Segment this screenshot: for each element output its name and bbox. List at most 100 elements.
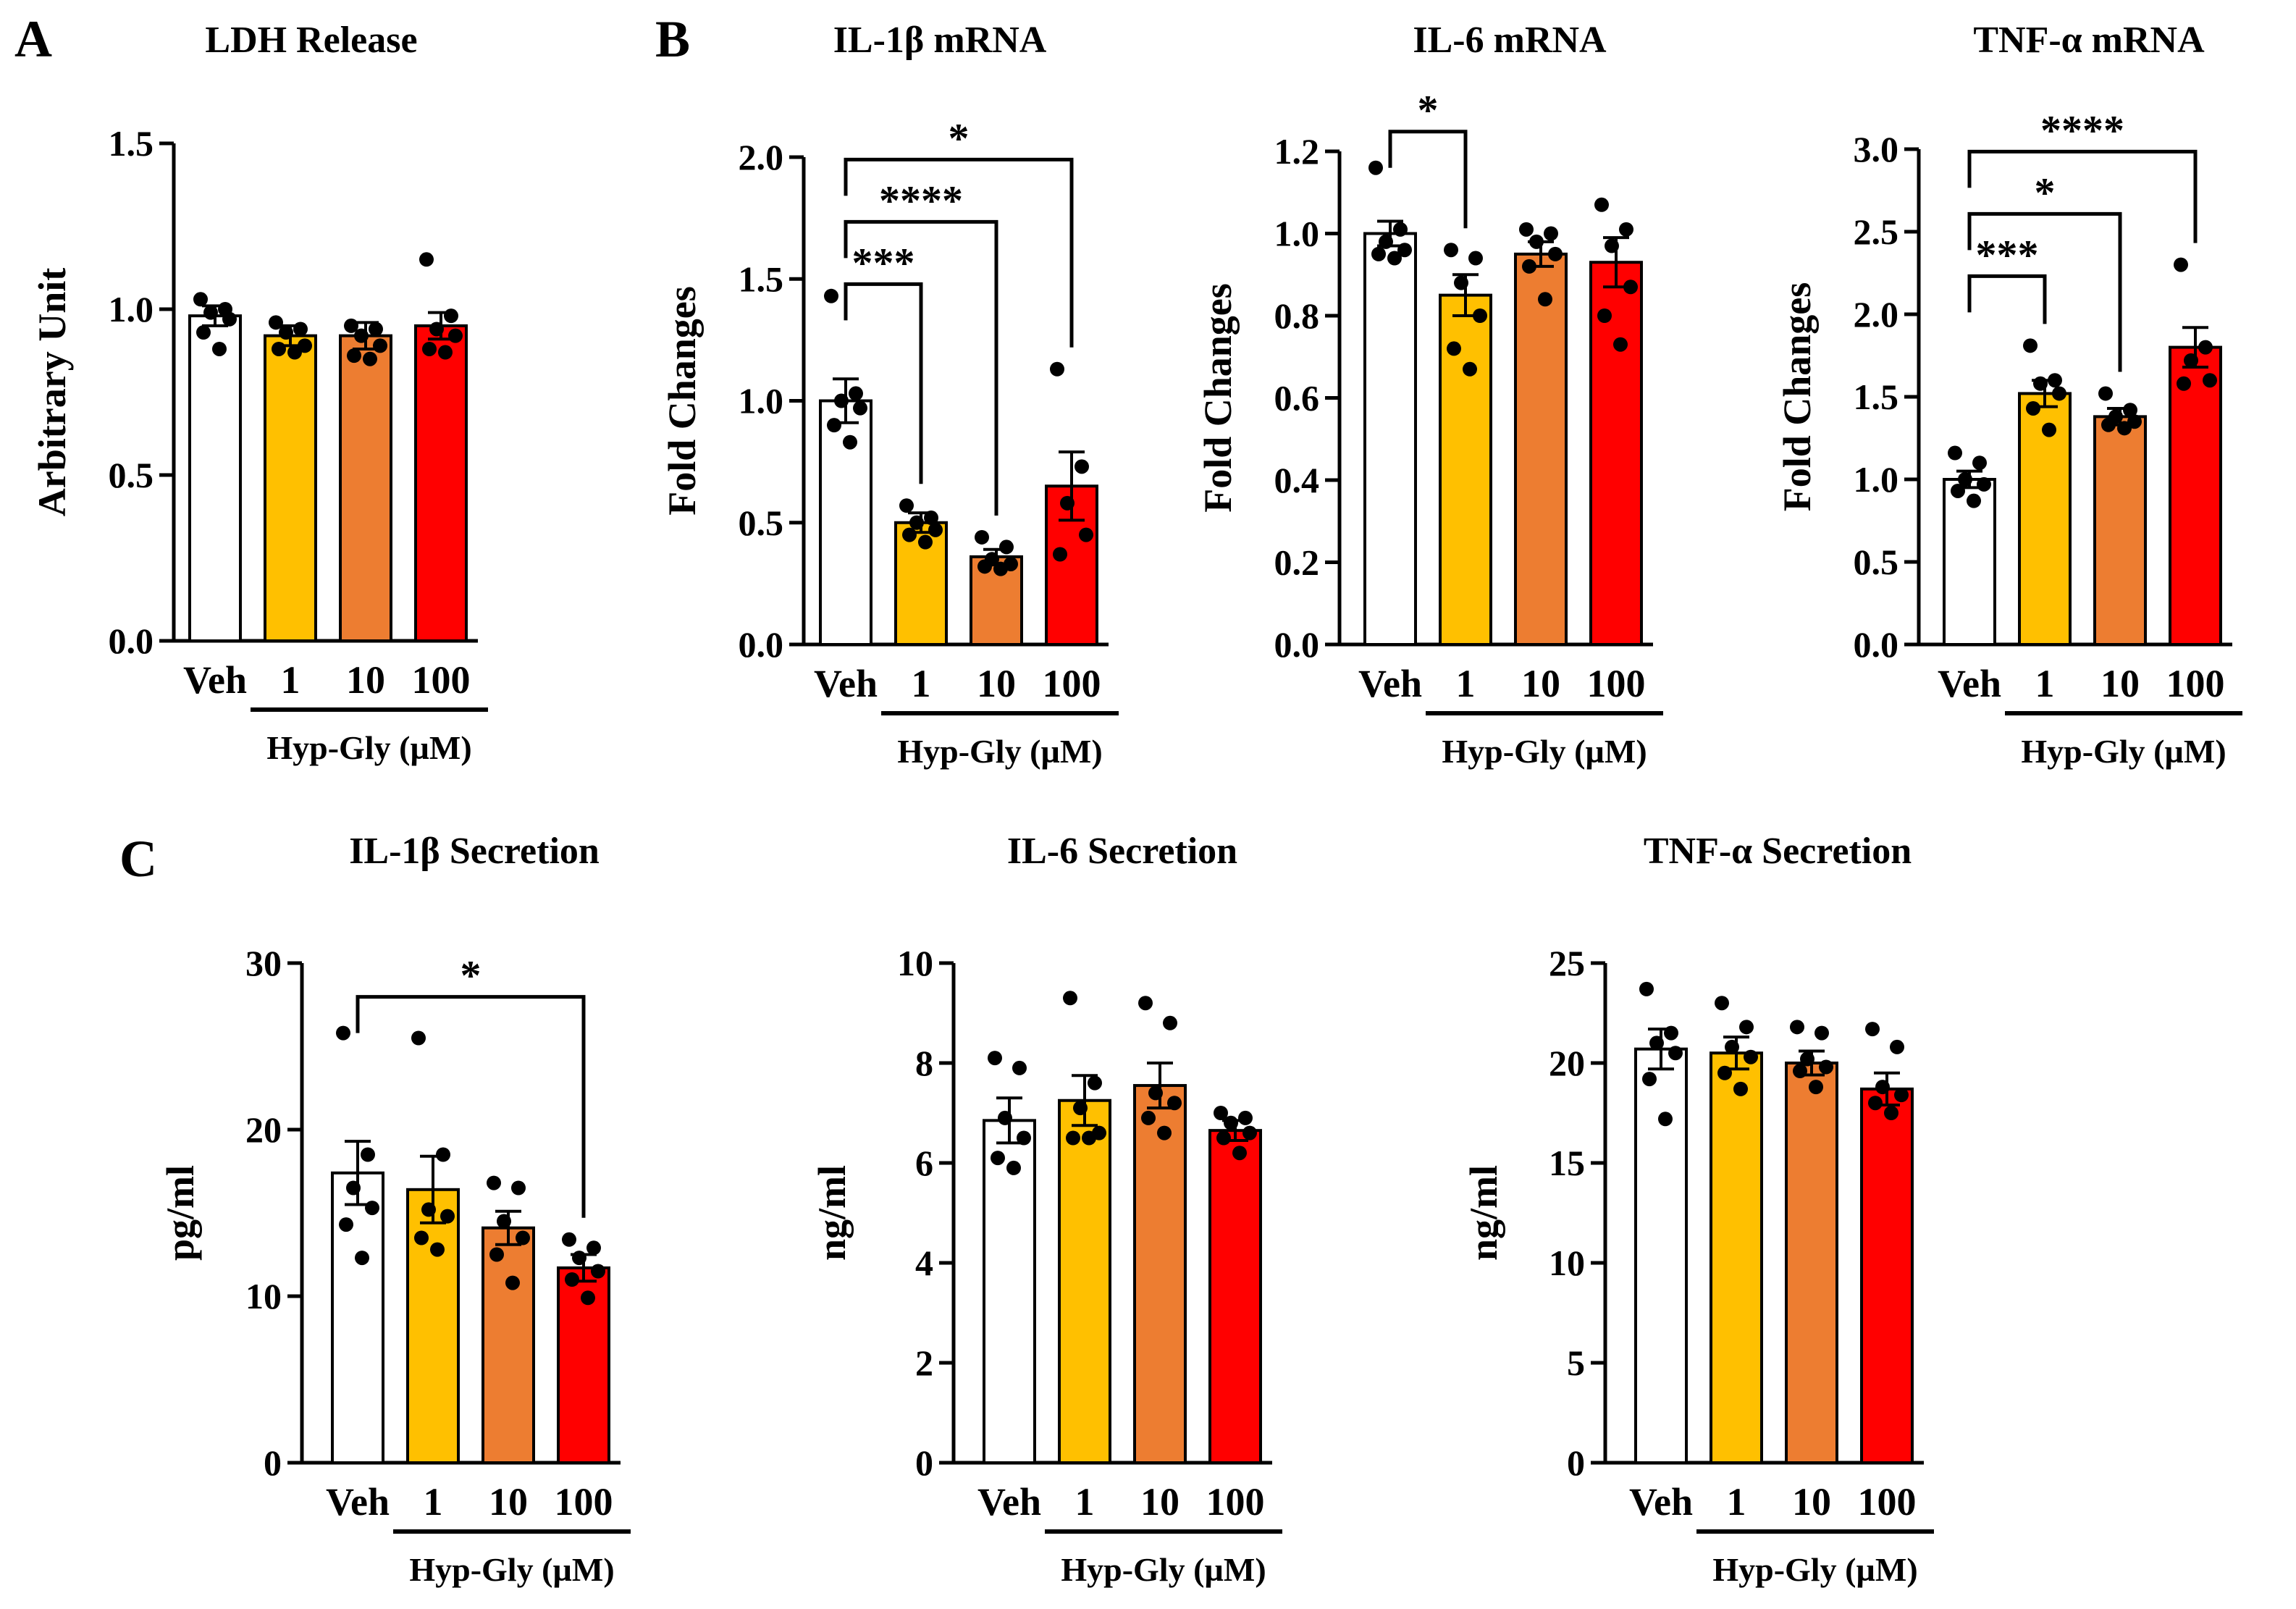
data-point (1594, 198, 1609, 212)
y-tick-label: 2.5 (1854, 211, 1899, 252)
bar-1 (408, 1190, 458, 1463)
data-point (497, 1214, 511, 1229)
bar-10 (340, 336, 391, 641)
data-point (991, 1151, 1005, 1165)
y-tick-label: 1.0 (1854, 459, 1899, 500)
data-point (279, 325, 293, 340)
data-point (565, 1272, 579, 1287)
significance-bracket (1390, 132, 1466, 229)
significance-bracket (358, 997, 584, 1218)
data-point (1884, 1106, 1898, 1120)
data-point (1814, 1026, 1829, 1041)
data-point (336, 1026, 350, 1041)
data-point (1544, 227, 1558, 241)
bar-Veh (1365, 234, 1416, 645)
y-tick-label: 10 (245, 1276, 282, 1316)
data-point (591, 1264, 605, 1279)
y-tick-label: 0 (264, 1442, 282, 1483)
data-point (853, 401, 867, 416)
significance-label: *** (852, 239, 915, 286)
data-point (1017, 1131, 1031, 1146)
data-point (849, 386, 863, 400)
data-point (993, 562, 1008, 576)
y-tick-label: 0.2 (1274, 542, 1320, 583)
data-point (440, 1209, 455, 1224)
data-point (1865, 1022, 1880, 1036)
data-point (1371, 247, 1386, 261)
data-point (1668, 1046, 1683, 1060)
data-point (2042, 423, 2056, 437)
bar-Veh (1636, 1049, 1686, 1463)
y-tick-label: 2.0 (1854, 294, 1899, 335)
bar-10 (1135, 1085, 1185, 1463)
data-point (1379, 235, 1393, 249)
bar-100 (1591, 262, 1641, 644)
significance-label: * (1418, 87, 1439, 134)
group-label: Hyp-Gly (µM) (409, 1551, 614, 1588)
data-point (1522, 259, 1536, 274)
data-point (1473, 308, 1487, 323)
y-tick-label: 3.0 (1854, 129, 1899, 169)
x-tick-label: Veh (183, 658, 247, 702)
significance-label: **** (879, 177, 963, 224)
data-point (1232, 1146, 1247, 1160)
group-label: Hyp-Gly (µM) (1061, 1551, 1266, 1588)
figure: A B C LDH ReleaseArbitrary Unit0.00.51.0… (0, 0, 2296, 1609)
data-point (487, 1176, 501, 1190)
data-point (511, 1181, 526, 1196)
x-tick-label: 1 (912, 662, 931, 705)
data-point (2033, 377, 2048, 391)
data-point (1463, 362, 1477, 377)
chart-5: IL-1β Secretion pg/ml 0 10 20 30 Veh 1 10 100 Hyp-… (159, 831, 631, 1588)
y-tick-label: 8 (915, 1043, 933, 1083)
group-label: Hyp-Gly (µM) (897, 733, 1102, 770)
x-tick-label: 1 (1075, 1480, 1095, 1524)
data-point (1138, 996, 1153, 1010)
y-tick-label: 6 (915, 1143, 933, 1183)
data-point (419, 252, 434, 266)
data-point (411, 1031, 426, 1046)
data-point (212, 342, 227, 356)
x-tick-label: 100 (1206, 1480, 1265, 1524)
data-point (436, 1148, 450, 1162)
x-tick-label: 10 (2101, 662, 2140, 705)
panel-label-c: C (119, 830, 157, 888)
data-point (1967, 494, 1981, 508)
data-point (1519, 222, 1534, 237)
data-point (928, 523, 943, 537)
data-point (203, 306, 218, 320)
data-point (824, 289, 838, 303)
data-point (196, 325, 211, 340)
chart-4: TNF-α mRNA Fold Changes 0.0 0.5 1.0 1.5 2.0 2.5… (1775, 20, 2242, 770)
x-tick-label: Veh (977, 1480, 1041, 1524)
data-point (1393, 222, 1408, 237)
data-point (1066, 1131, 1080, 1146)
data-point (1642, 1072, 1657, 1086)
significance-bracket (1969, 151, 2195, 243)
data-point (2174, 258, 2188, 272)
data-point (1529, 235, 1544, 249)
data-point (2023, 338, 2038, 353)
data-point (1050, 362, 1064, 377)
chart-1: LDH Release Arbitrary Unit 0.0 0.5 1.0 1.5 Veh… (30, 20, 488, 766)
bar-100 (1210, 1130, 1261, 1463)
y-tick-label: 0 (1567, 1442, 1585, 1483)
data-point (827, 418, 841, 432)
y-axis-label: Arbitrary Unit (30, 268, 74, 516)
group-label: Hyp-Gly (µM) (1442, 733, 1647, 770)
data-point (1242, 1126, 1257, 1140)
data-point (2177, 377, 2191, 391)
data-point (444, 308, 458, 323)
data-point (999, 539, 1014, 554)
y-axis-label: ng/ml (1462, 1165, 1505, 1261)
panel-label-b: B (655, 10, 690, 68)
chart-2: IL-1β mRNAFold Changes0.00.51.01.52.0Veh… (660, 20, 1119, 770)
group-label: Hyp-Gly (µM) (266, 729, 471, 766)
data-point (977, 559, 992, 574)
data-point (438, 345, 453, 360)
data-point (1597, 308, 1612, 323)
data-point (1454, 276, 1468, 290)
significance-label: * (2035, 169, 2056, 216)
data-point (1972, 455, 1987, 470)
data-point (373, 338, 387, 353)
